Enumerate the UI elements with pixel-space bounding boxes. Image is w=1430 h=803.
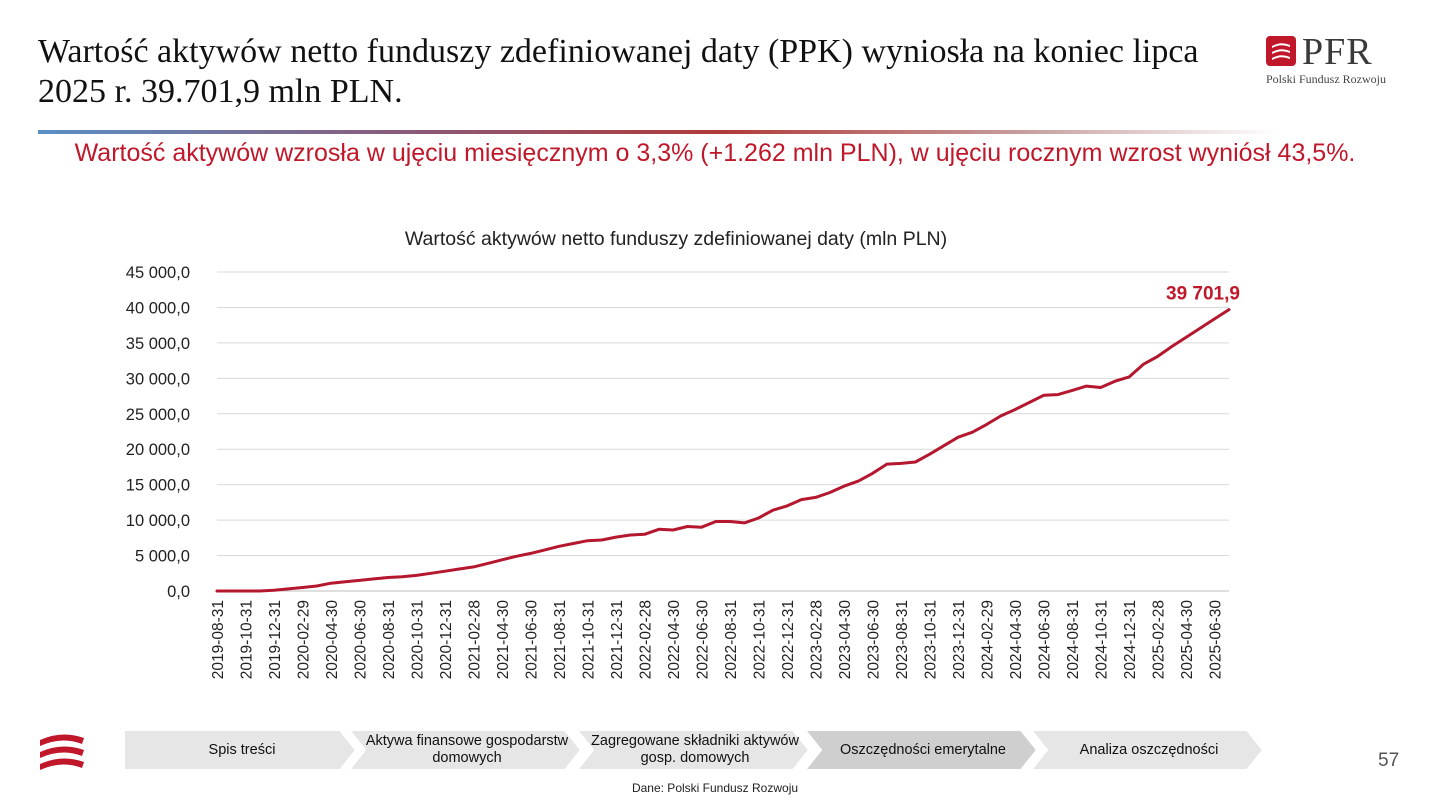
x-tick-label: 2020-06-30 (353, 600, 370, 680)
section-nav (0, 726, 1430, 776)
x-tick-label: 2022-12-31 (780, 600, 797, 679)
x-tick-label: 2024-02-29 (980, 600, 997, 679)
x-tick-label: 2023-02-28 (809, 600, 826, 679)
chart-series (215, 308, 1231, 593)
chart-annotations: 39 701,9 (1166, 284, 1240, 305)
y-tick-label: 0,0 (167, 583, 190, 601)
line-chart: Wartość aktywów netto funduszy zdefiniow… (126, 228, 1240, 680)
x-tick-label: 2020-04-30 (324, 600, 341, 680)
nav-arrow-shape (123, 729, 358, 771)
y-tick-label: 35 000,0 (126, 335, 190, 353)
x-tick-label: 2021-04-30 (495, 600, 512, 680)
x-tick-label: 2020-02-29 (296, 600, 313, 679)
x-tick-label: 2021-02-28 (467, 600, 484, 679)
logo-name: PFR (1302, 31, 1373, 73)
y-tick-label: 5 000,0 (135, 548, 190, 566)
x-tick-label: 2020-12-31 (438, 600, 455, 679)
series-line (215, 308, 1231, 593)
x-tick-label: 2022-06-30 (695, 600, 712, 680)
y-tick-label: 20 000,0 (126, 441, 190, 459)
x-tick-label: 2023-10-31 (923, 600, 940, 679)
nav-arrows (123, 729, 1265, 771)
data-label-last: 39 701,9 (1166, 284, 1240, 305)
x-tick-label: 2024-10-31 (1094, 600, 1111, 679)
x-tick-label: 2024-08-31 (1065, 600, 1082, 679)
nav-arrow-shape (346, 729, 583, 771)
x-tick-label: 2019-12-31 (267, 600, 284, 679)
x-tick-label: 2021-10-31 (581, 600, 598, 679)
x-tick-label: 2022-10-31 (752, 600, 769, 679)
x-tick-label: 2024-12-31 (1122, 600, 1139, 679)
x-axis: 2019-08-31 2019-10-31 2019-12-31 2020-02-29… (210, 600, 1225, 680)
y-tick-label: 15 000,0 (126, 477, 190, 495)
x-tick-label: 2025-04-30 (1179, 600, 1196, 680)
nav-item-5[interactable]: Analiza oszczędności (1079, 741, 1219, 758)
nav-arrow-shape (1028, 729, 1265, 771)
page-subtitle: Wartość aktywów wzrosła w ujęciu miesięc… (74, 139, 1356, 167)
x-tick-label: 2023-06-30 (866, 600, 883, 680)
x-tick-label: 2019-08-31 (210, 600, 227, 679)
pfr-mark-icon (40, 734, 84, 770)
y-axis: 0,0 5 000,0 10 000,0 15 000,0 20 000,0 25 000… (126, 264, 190, 601)
y-tick-label: 45 000,0 (126, 264, 190, 282)
x-tick-label: 2022-08-31 (723, 600, 740, 679)
title-divider (38, 130, 1278, 134)
page-title: Wartość aktywów netto funduszy zdefiniow… (38, 33, 1199, 110)
x-tick-label: 2021-06-30 (524, 600, 541, 680)
x-tick-label: 2021-12-31 (609, 600, 626, 679)
nav-item-4[interactable]: Oszczędności emerytalne (839, 741, 1006, 758)
x-tick-label: 2023-08-31 (894, 600, 911, 679)
x-tick-label: 2025-06-30 (1208, 600, 1225, 680)
source-note: Dane: Polski Fundusz Rozwoju (631, 781, 799, 795)
x-tick-label: 2021-08-31 (552, 600, 569, 679)
x-tick-label: 2025-02-28 (1151, 600, 1168, 679)
x-tick-label: 2024-06-30 (1037, 600, 1054, 680)
y-tick-label: 10 000,0 (126, 512, 190, 530)
y-tick-label: 40 000,0 (126, 299, 190, 317)
x-tick-label: 2022-04-30 (666, 600, 683, 680)
nav-item-1[interactable]: Spis treści (208, 741, 276, 758)
pfr-logo: PFR Polski Fundusz Rozwoju (1266, 31, 1406, 92)
x-tick-label: 2022-02-28 (638, 600, 655, 679)
nav-arrow-shape (802, 729, 1039, 771)
nav-arrow-shape (574, 729, 811, 771)
logo-subtitle: Polski Fundusz Rozwoju (1266, 72, 1387, 86)
x-tick-label: 2023-04-30 (837, 600, 854, 680)
nav-item-2[interactable]: Aktywa finansowe gospodarstw domowych (365, 733, 569, 766)
x-tick-label: 2020-08-31 (381, 600, 398, 679)
x-tick-label: 2019-10-31 (239, 600, 256, 679)
x-tick-label: 2020-10-31 (410, 600, 427, 679)
y-tick-label: 25 000,0 (126, 406, 190, 424)
x-tick-label: 2023-12-31 (951, 600, 968, 679)
chart-grid (217, 271, 1229, 592)
page-number: 57 (1378, 750, 1400, 771)
nav-item-3[interactable]: Zagregowane składniki aktywów gosp. domo… (591, 733, 799, 766)
y-tick-label: 30 000,0 (126, 370, 190, 388)
chart-title: Wartość aktywów netto funduszy zdefiniow… (405, 228, 947, 250)
pfr-logo-icon (1266, 36, 1296, 66)
x-tick-label: 2024-04-30 (1008, 600, 1025, 680)
